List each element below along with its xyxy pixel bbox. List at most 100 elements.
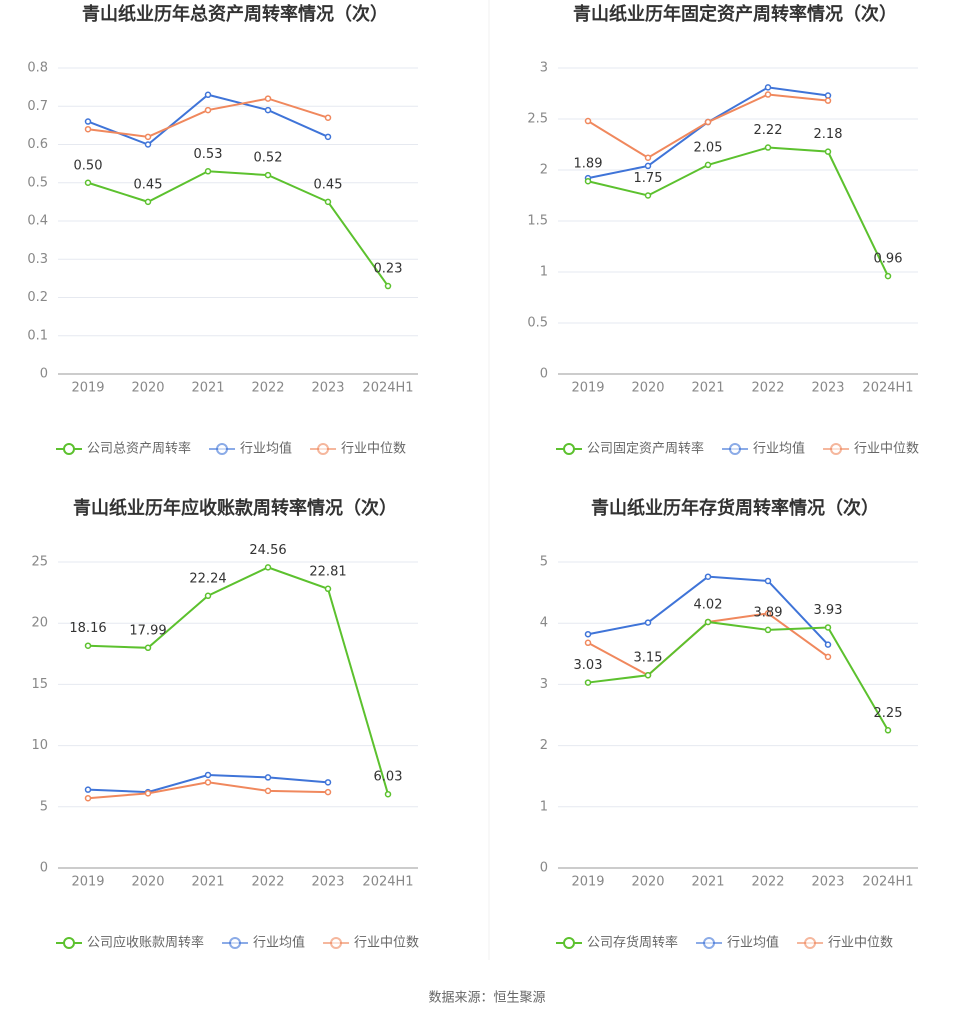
point xyxy=(824,624,832,631)
point xyxy=(644,154,652,162)
legend-marker xyxy=(216,443,229,455)
point xyxy=(204,592,212,600)
point xyxy=(204,106,212,114)
point xyxy=(264,95,272,102)
point xyxy=(644,192,652,199)
value-label: 6.03 xyxy=(374,770,403,785)
value-label: 2.22 xyxy=(754,123,783,138)
legend-marker xyxy=(317,443,330,455)
point xyxy=(884,272,892,280)
x-tick-label: 2020 xyxy=(631,875,664,890)
y-tick-label: 0 xyxy=(540,367,548,382)
legend-marker xyxy=(830,443,843,455)
point xyxy=(324,133,332,141)
chart-title: 青山纸业历年总资产周转率情况（次） xyxy=(82,3,388,25)
legend-label: 公司总资产周转率 xyxy=(87,441,191,457)
y-tick-label: 4 xyxy=(540,616,548,631)
y-tick-label: 0.6 xyxy=(27,137,48,152)
y-tick-label: 3 xyxy=(540,677,548,692)
point xyxy=(144,198,152,206)
legend-marker xyxy=(563,937,575,949)
legend-marker xyxy=(229,937,242,949)
point xyxy=(764,577,772,585)
x-tick-label: 2023 xyxy=(811,875,844,890)
point xyxy=(264,106,272,114)
legend-label: 行业中位数 xyxy=(828,936,893,951)
value-label: 24.56 xyxy=(249,543,286,558)
series-line xyxy=(87,97,329,138)
value-label: 22.24 xyxy=(189,571,226,586)
x-tick-label: 2020 xyxy=(131,875,164,890)
point xyxy=(584,679,592,686)
legend-label: 行业均值 xyxy=(253,935,305,951)
value-label: 4.02 xyxy=(694,597,723,612)
point xyxy=(764,91,772,98)
y-tick-label: 0 xyxy=(540,861,548,876)
point xyxy=(704,573,712,580)
series-line xyxy=(587,146,889,277)
point xyxy=(144,133,152,141)
point xyxy=(704,118,712,126)
point xyxy=(204,168,212,175)
point xyxy=(704,161,712,169)
y-tick-label: 10 xyxy=(31,738,48,753)
series-line xyxy=(87,170,389,287)
x-tick-label: 2022 xyxy=(251,875,284,890)
legend-marker xyxy=(63,937,75,949)
x-tick-label: 2019 xyxy=(71,875,104,890)
legend-marker xyxy=(729,443,742,455)
point xyxy=(884,727,892,734)
x-tick-label: 2021 xyxy=(191,875,224,890)
point xyxy=(84,642,92,649)
value-label: 0.53 xyxy=(194,147,223,162)
x-tick-label: 2020 xyxy=(131,381,164,396)
y-tick-label: 0.1 xyxy=(27,328,48,343)
point xyxy=(264,787,272,795)
y-tick-label: 0.3 xyxy=(27,252,48,267)
value-label: 2.05 xyxy=(694,140,723,155)
x-tick-label: 2021 xyxy=(191,381,224,396)
x-tick-label: 2019 xyxy=(571,875,604,890)
value-label: 0.96 xyxy=(874,252,903,267)
legend-label: 行业中位数 xyxy=(854,442,919,457)
point xyxy=(764,610,772,617)
point xyxy=(204,779,212,786)
y-tick-label: 0.4 xyxy=(27,214,48,229)
x-tick-label: 2021 xyxy=(691,381,724,396)
x-tick-label: 2024H1 xyxy=(862,381,913,396)
point xyxy=(824,148,832,155)
x-tick-label: 2024H1 xyxy=(362,875,413,890)
series-line xyxy=(587,620,889,731)
point xyxy=(824,653,832,661)
x-tick-label: 2022 xyxy=(751,381,784,396)
value-label: 0.52 xyxy=(254,151,283,166)
point xyxy=(584,630,592,638)
chart-title: 青山纸业历年存货周转率情况（次） xyxy=(591,497,879,519)
value-label: 22.81 xyxy=(309,564,346,579)
point xyxy=(764,84,772,91)
point xyxy=(324,114,332,121)
point xyxy=(324,788,332,796)
source: 数据来源：恒生聚源 xyxy=(428,991,545,1006)
point xyxy=(824,97,832,104)
point xyxy=(584,177,592,185)
x-tick-label: 2021 xyxy=(691,875,724,890)
point xyxy=(84,125,92,133)
point xyxy=(764,626,772,634)
x-tick-label: 2020 xyxy=(631,381,664,396)
legend-label: 公司固定资产周转率 xyxy=(587,441,704,457)
y-tick-label: 2 xyxy=(540,163,548,178)
value-label: 0.45 xyxy=(134,177,163,192)
value-label: 0.23 xyxy=(374,262,403,277)
point xyxy=(204,91,212,99)
y-tick-label: 1.5 xyxy=(527,214,548,229)
point xyxy=(704,618,712,626)
value-label: 0.50 xyxy=(74,158,103,173)
point xyxy=(384,282,392,290)
y-tick-label: 0 xyxy=(40,367,48,382)
point xyxy=(324,585,332,593)
point xyxy=(84,786,92,793)
point xyxy=(584,117,592,125)
point xyxy=(264,171,272,179)
value-label: 0.45 xyxy=(314,177,343,192)
